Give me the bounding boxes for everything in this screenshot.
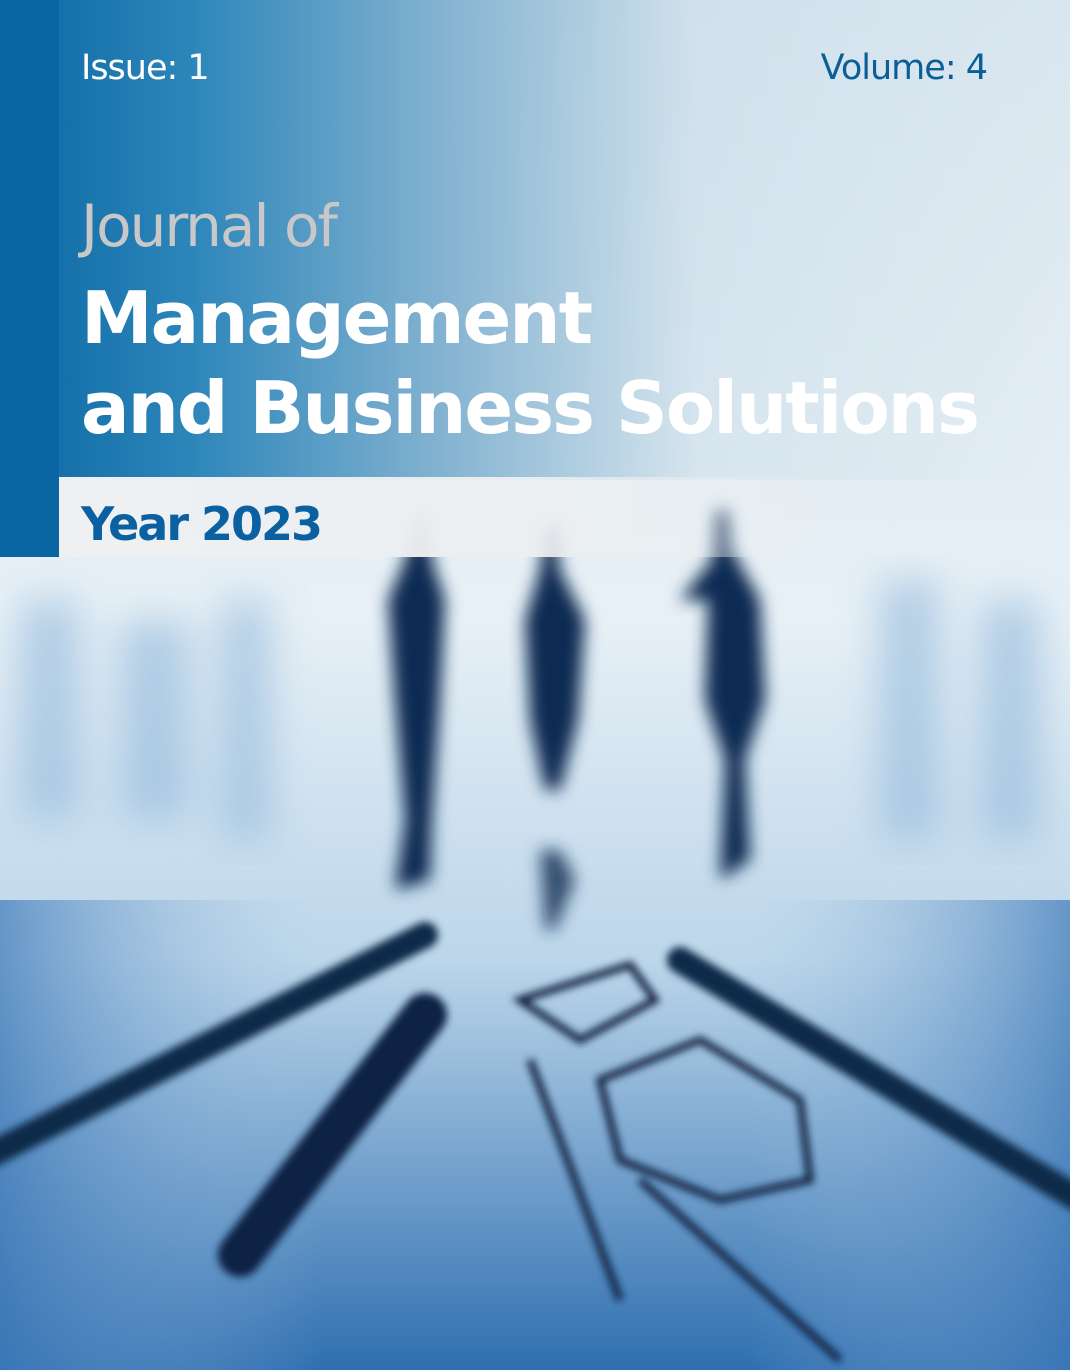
journal-prefix: Journal of [81,192,338,260]
title-gradient-overlay [0,0,1070,480]
brand-side-bar [0,0,59,557]
publication-year: Year 2023 [81,497,323,551]
volume-number: Volume: 4 [820,48,988,88]
year-banner [59,477,859,557]
journal-title-line-1: Management [81,276,593,360]
journal-title-line-2: and Business Solutions [81,366,980,450]
issue-number: Issue: 1 [81,48,210,88]
